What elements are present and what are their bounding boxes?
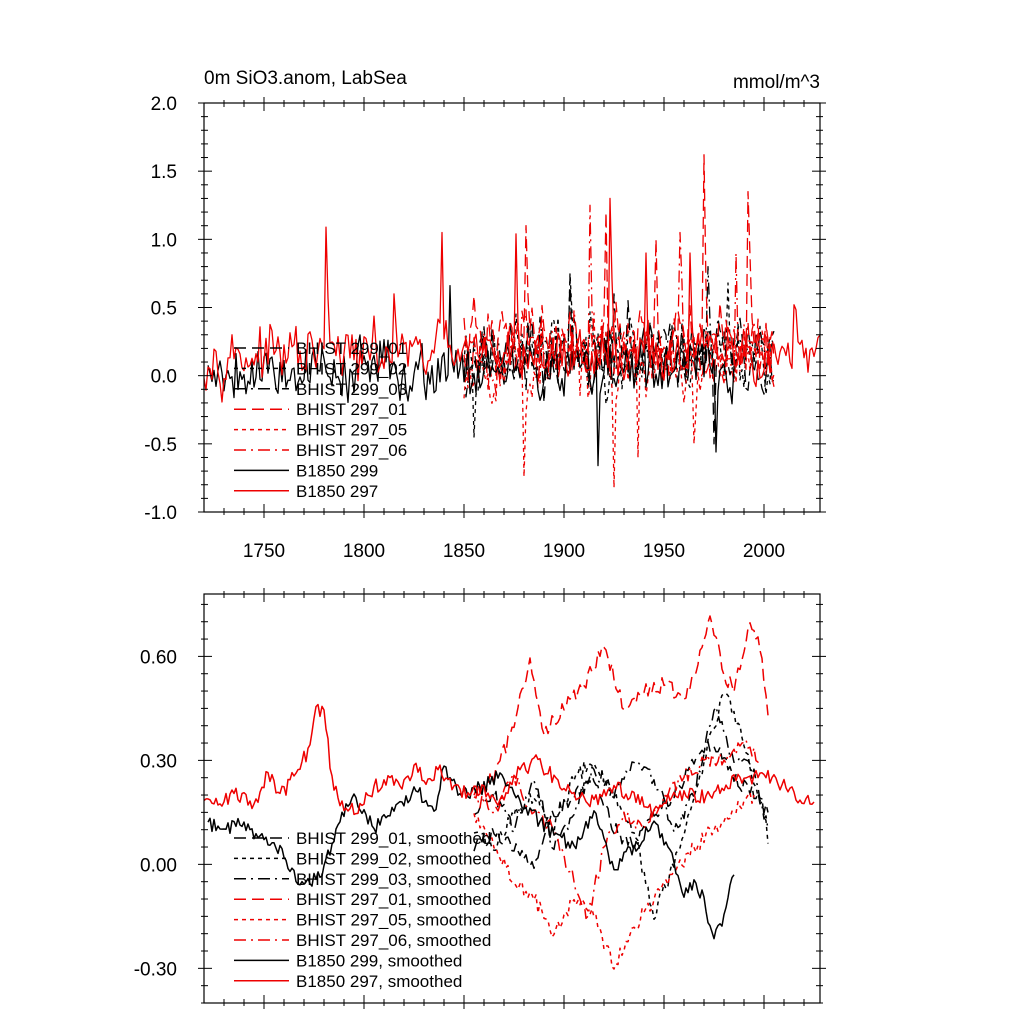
bottom-y-tick-label: 0.00 (140, 855, 177, 876)
bottom-series-line-1 (473, 740, 769, 870)
bottom-plot-frame (203, 593, 821, 1004)
bottom-series-line-6 (473, 738, 761, 920)
bottom-x-axis (223, 588, 805, 1009)
top-x-tick-label: 1750 (243, 541, 285, 562)
top-x-tick-label: 1850 (443, 541, 485, 562)
bottom-legend-label-4: BHIST 297_01, smoothed (296, 890, 491, 909)
bottom-series-line-8 (204, 703, 815, 818)
bottom-legend-label-1: BHIST 299_01, smoothed (296, 829, 491, 848)
bottom-legend-label-2: BHIST 299_02, smoothed (296, 849, 491, 868)
bottom-series-line-5 (473, 791, 755, 970)
top-series-line-6 (463, 204, 775, 394)
bottom-y-tick-label: -0.30 (134, 959, 177, 980)
top-y-tick-label: 2.0 (151, 94, 177, 115)
bottom-legend-label-8: B1850 297, smoothed (296, 972, 462, 991)
top-series-line-8 (204, 197, 820, 403)
top-legend-label-7: B1850 299 (296, 461, 378, 480)
top-series-line-7 (207, 285, 735, 467)
top-x-tick-label: 1800 (343, 541, 385, 562)
top-legend-label-2: BHIST 299_02 (296, 359, 407, 378)
top-series-line-4 (463, 154, 775, 389)
top-x-tick-label: 1950 (643, 541, 685, 562)
top-legend-label-4: BHIST 297_01 (296, 400, 407, 419)
top-legend-label-1: BHIST 299_01 (296, 339, 407, 358)
top-x-tick-label: 1900 (543, 541, 585, 562)
top-legend-label-3: BHIST 299_03 (296, 380, 407, 399)
bottom-series-line-2 (473, 692, 769, 921)
bottom-legend-label-3: BHIST 299_03, smoothed (296, 870, 491, 889)
top-x-tick-label: 2000 (743, 541, 785, 562)
top-y-tick-label: 1.5 (151, 162, 177, 183)
top-y-tick-label: -0.5 (144, 435, 177, 456)
top-legend-label-5: BHIST 297_05 (296, 421, 407, 440)
top-series-line-1 (463, 276, 775, 445)
top-legend-label-6: BHIST 297_06 (296, 441, 407, 460)
top-y-axis: -1.0 -0.5 0.0 0.5 1.0 1.5 2.0 (144, 94, 826, 524)
top-y-tick-label: -1.0 (144, 503, 177, 524)
top-panel: 0m SiO3.anom, LabSea mmol/m^3 1750 1800 18… (144, 68, 826, 562)
bottom-y-tick-label: 0.60 (140, 647, 177, 668)
top-y-tick-label: 0.0 (151, 367, 177, 388)
top-y-tick-label: 1.0 (151, 230, 177, 251)
top-chart-units: mmol/m^3 (733, 72, 820, 93)
bottom-series-line-3 (473, 706, 769, 851)
bottom-series-group (204, 615, 815, 970)
bottom-y-axis: -0.30 0.00 0.30 0.60 (134, 603, 826, 1004)
bottom-series-line-4 (473, 615, 769, 799)
top-chart-title: 0m SiO3.anom, LabSea (204, 68, 407, 89)
bottom-legend-label-6: BHIST 297_06, smoothed (296, 931, 491, 950)
bottom-legend-label-7: B1850 299, smoothed (296, 951, 462, 970)
top-series-group (204, 154, 820, 489)
bottom-y-tick-label: 0.30 (140, 751, 177, 772)
top-x-axis: 1750 1800 1850 1900 1950 2000 (223, 97, 805, 562)
bottom-legend-label-5: BHIST 297_05, smoothed (296, 911, 491, 930)
top-y-tick-label: 0.5 (151, 299, 177, 320)
top-series-line-5 (463, 312, 775, 489)
top-legend-label-8: B1850 297 (296, 482, 378, 501)
